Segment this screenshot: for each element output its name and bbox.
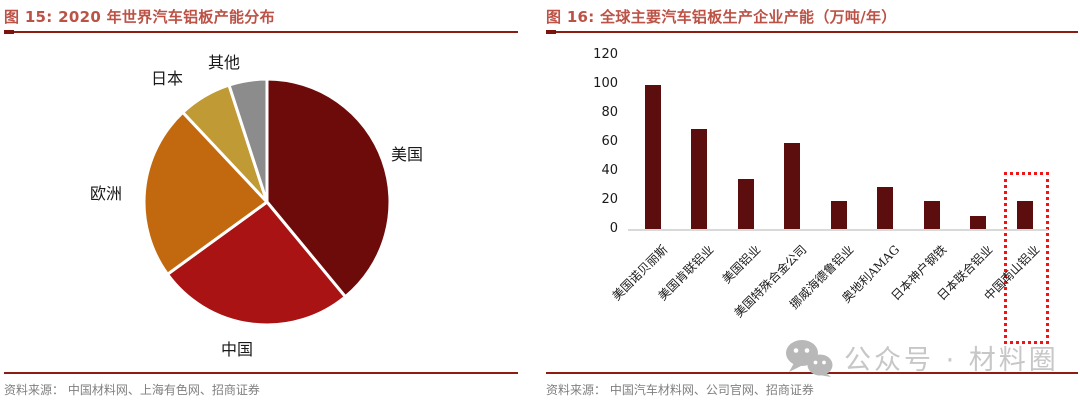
- figure-15-header: 图 15: 2020 年世界汽车铝板产能分布: [4, 6, 275, 27]
- bar-8: [1016, 201, 1033, 230]
- pie-slice-4: [227, 77, 269, 204]
- y-tick-0: 0: [609, 221, 618, 236]
- bar-1: [691, 128, 707, 230]
- bar-7: [970, 215, 986, 230]
- pie-svg: [142, 77, 392, 327]
- watermark: 公众号 · 材料圈: [784, 338, 1059, 377]
- y-tick-80: 80: [601, 105, 618, 120]
- bar-0: [644, 85, 661, 230]
- y-tick-60: 60: [601, 134, 618, 149]
- figure-16-source: 资料来源： 中国汽车材料网、公司官网、招商证券: [546, 383, 814, 397]
- rule-accent: [546, 30, 556, 34]
- wechat-chat-bubbles-icon: [786, 339, 833, 377]
- figure-15-bottom-rule: [4, 372, 518, 374]
- figure-16-title-underline: [546, 30, 1078, 34]
- highlight-dotted-box: [1004, 172, 1049, 344]
- watermark-text: 公众号 · 材料圈: [844, 345, 1059, 376]
- y-tick-100: 100: [593, 76, 618, 91]
- y-tick-120: 120: [593, 47, 618, 62]
- pie-label-3: 日本: [151, 69, 184, 88]
- figure-15-title: 图 15: 2020 年世界汽车铝板产能分布: [4, 8, 275, 26]
- x-axis-line: [628, 229, 1048, 231]
- figure-15-source: 资料来源： 中国材料网、上海有色网、招商证券: [4, 383, 260, 397]
- bar-3: [784, 143, 800, 230]
- bar-5: [877, 186, 893, 230]
- y-tick-40: 40: [601, 163, 618, 178]
- bar-6: [923, 201, 940, 230]
- figure-16-bottom-rule: [546, 372, 1078, 374]
- pie-slice-0: [265, 77, 392, 299]
- pie-label-2: 欧洲: [90, 184, 123, 203]
- pie-label-4: 其他: [208, 53, 241, 72]
- pie-label-0: 美国: [391, 145, 424, 164]
- figure-15-title-underline: [4, 30, 518, 34]
- bar-4: [830, 201, 847, 230]
- bar-2: [737, 179, 754, 230]
- pie-label-1: 中国: [221, 340, 254, 359]
- y-tick-20: 20: [601, 192, 618, 207]
- pie-slice-1: [165, 200, 347, 327]
- figure-16-header: 图 16: 全球主要汽车铝板生产企业产能（万吨/年）: [546, 6, 897, 27]
- figure-16-title: 图 16: 全球主要汽车铝板生产企业产能（万吨/年）: [546, 8, 897, 26]
- rule-accent: [4, 30, 14, 34]
- pie-slice-2: [142, 110, 269, 276]
